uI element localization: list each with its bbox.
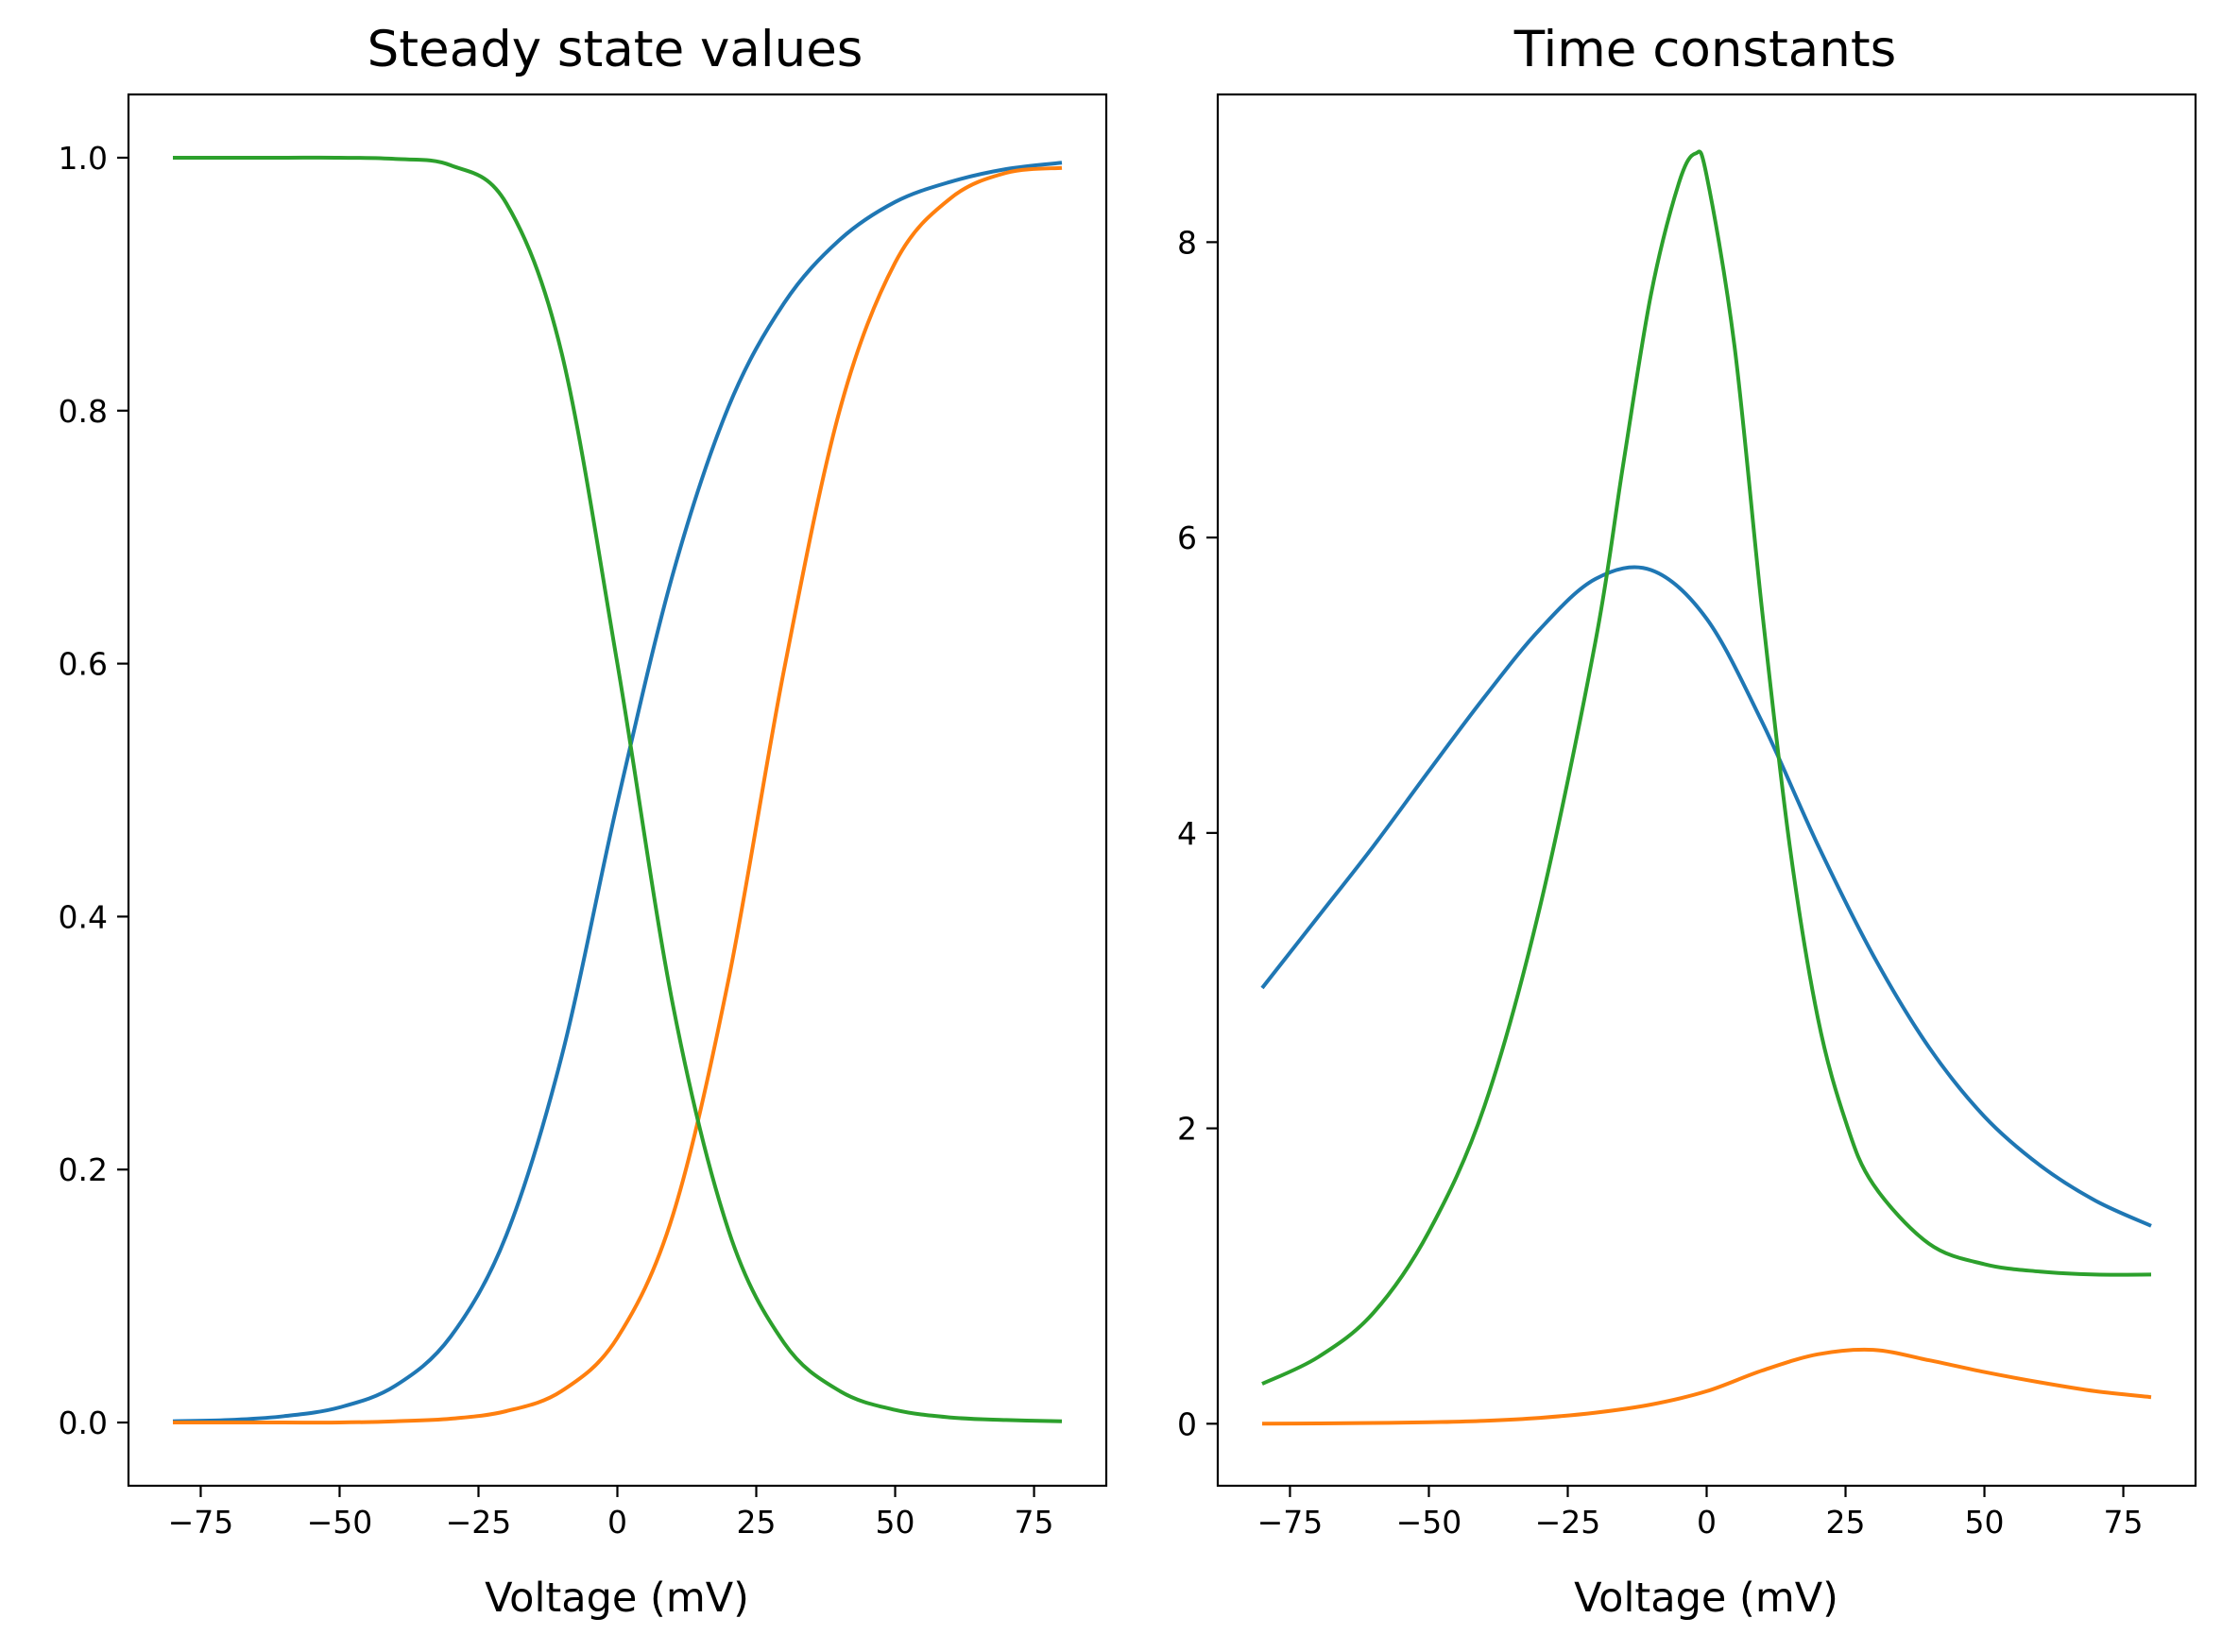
series-line-1 bbox=[1261, 1347, 2152, 1426]
y-tick-label: 0.6 bbox=[59, 646, 108, 683]
x-tick-label: 0 bbox=[607, 1504, 627, 1541]
x-tick-label: −75 bbox=[1257, 1504, 1324, 1541]
x-tick-label: 25 bbox=[1826, 1504, 1866, 1541]
y-tick-label: 0 bbox=[1177, 1405, 1197, 1442]
x-ticks: −75 −50 −25 0 25 50 75 bbox=[168, 1486, 1054, 1541]
y-tick-label: 8 bbox=[1177, 224, 1197, 261]
y-tick-label: 0.2 bbox=[59, 1151, 108, 1188]
series-group bbox=[1260, 149, 2152, 1426]
x-tick-label: 0 bbox=[1697, 1504, 1717, 1541]
x-tick-label: −25 bbox=[446, 1504, 512, 1541]
x-tick-label: 25 bbox=[737, 1504, 777, 1541]
x-tick-label: −75 bbox=[168, 1504, 234, 1541]
x-tick-label: −50 bbox=[307, 1504, 373, 1541]
y-tick-label: 1.0 bbox=[59, 140, 108, 177]
y-tick-label: 4 bbox=[1177, 815, 1197, 852]
series-line-1 bbox=[173, 165, 1063, 1425]
series-line-2 bbox=[1261, 149, 2152, 1386]
x-tick-label: 75 bbox=[1015, 1504, 1054, 1541]
chart-title: Time constants bbox=[1513, 21, 1897, 78]
series-line-0 bbox=[172, 161, 1063, 1423]
x-ticks: −75 −50 −25 0 25 50 75 bbox=[1257, 1486, 2144, 1541]
y-tick-label: 0.0 bbox=[59, 1405, 108, 1441]
y-ticks: 0.0 0.2 0.4 0.6 0.8 1.0 bbox=[59, 140, 128, 1441]
series-line-0 bbox=[1260, 565, 2152, 1228]
x-axis-label: Voltage (mV) bbox=[1574, 1575, 1838, 1622]
x-tick-label: 50 bbox=[1965, 1504, 2005, 1541]
series-group bbox=[172, 155, 1063, 1425]
plot-frame bbox=[127, 93, 1108, 1488]
y-tick-label: 2 bbox=[1177, 1111, 1197, 1148]
panel-steady-state: Steady state values −75 −50 −25 0 25 50 75 0.0… bbox=[59, 21, 1108, 1622]
y-tick-label: 6 bbox=[1177, 519, 1197, 556]
plot-frame bbox=[1216, 93, 2197, 1488]
x-tick-label: 75 bbox=[2104, 1504, 2144, 1541]
x-tick-label: −25 bbox=[1535, 1504, 1601, 1541]
chart-title: Steady state values bbox=[367, 21, 863, 78]
x-tick-label: 50 bbox=[876, 1504, 915, 1541]
panel-time-constants: Time constants −75 −50 −25 0 25 50 75 0 2 4 6 8 Vo… bbox=[1177, 21, 2197, 1622]
x-axis-label: Voltage (mV) bbox=[485, 1575, 749, 1622]
y-tick-label: 0.4 bbox=[59, 898, 108, 935]
x-tick-label: −50 bbox=[1396, 1504, 1462, 1541]
series-line-2 bbox=[173, 155, 1063, 1423]
y-ticks: 0 2 4 6 8 bbox=[1177, 224, 1218, 1442]
y-tick-label: 0.8 bbox=[59, 393, 108, 430]
